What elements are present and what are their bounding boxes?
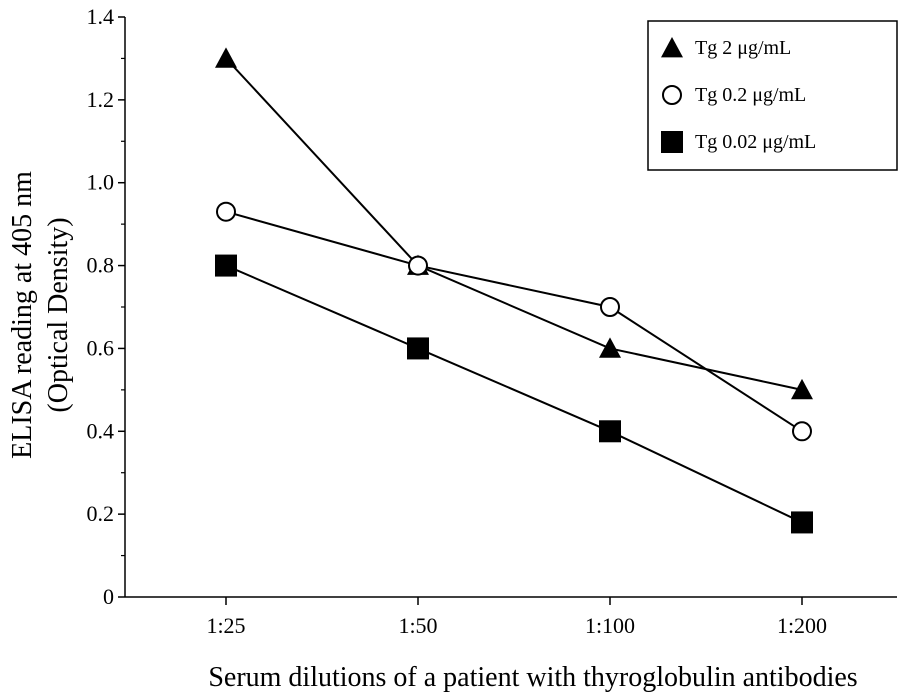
y-tick-label: 1.0 [87, 170, 115, 195]
data-point-0 [791, 378, 813, 400]
x-axis-title: Serum dilutions of a patient with thyrog… [208, 662, 857, 693]
y-axis-title: ELISA reading at 405 nm [7, 171, 38, 459]
data-point-1 [792, 421, 812, 442]
legend-marker-2 [661, 131, 683, 153]
y-tick-label: 0.2 [87, 501, 115, 526]
data-point-0 [599, 337, 621, 358]
y-tick-label: 0 [103, 584, 114, 609]
legend-box [647, 20, 898, 171]
y-tick-label: 1.2 [87, 87, 115, 112]
legend-label-0: Tg 2 μg/mL [695, 37, 791, 59]
data-point-1 [408, 255, 428, 276]
y-tick-label: 1.4 [87, 4, 115, 29]
legend: Tg 2 μg/mL Tg 0.2 μg/mL Tg 0.02 μg/mL [647, 20, 898, 171]
legend-marker-1 [662, 85, 682, 105]
data-point-1 [600, 297, 620, 317]
legend-marker-0 [661, 37, 683, 58]
series-line-2 [225, 264, 803, 524]
data-point-2 [791, 511, 813, 534]
y-tick-label: 0.8 [87, 253, 115, 278]
legend-label-2: Tg 0.02 μg/mL [695, 131, 816, 153]
x-tick-label: 1:25 [206, 613, 245, 638]
x-tick-label: 1:50 [398, 613, 437, 638]
x-tick-label: 1:200 [777, 613, 827, 638]
series-markers [215, 47, 813, 534]
y-tick-label: 0.6 [87, 335, 115, 360]
y-ticks: 0 0.2 0.4 0.6 0.8 1.0 1.2 1.4 [87, 4, 125, 609]
x-tick-label: 1:100 [585, 613, 635, 638]
series-line-1 [225, 210, 803, 433]
y-axis-subtitle: (Optical Density) [43, 217, 74, 412]
x-ticks: 1:25 1:50 1:100 1:200 [206, 597, 827, 638]
series-lines [225, 57, 803, 524]
data-point-1 [216, 201, 236, 222]
data-point-0 [215, 47, 237, 68]
legend-label-1: Tg 0.2 μg/mL [695, 84, 806, 106]
y-tick-label: 0.4 [87, 418, 115, 443]
data-point-2 [599, 420, 621, 443]
data-point-2 [407, 337, 429, 360]
data-point-2 [215, 254, 237, 277]
